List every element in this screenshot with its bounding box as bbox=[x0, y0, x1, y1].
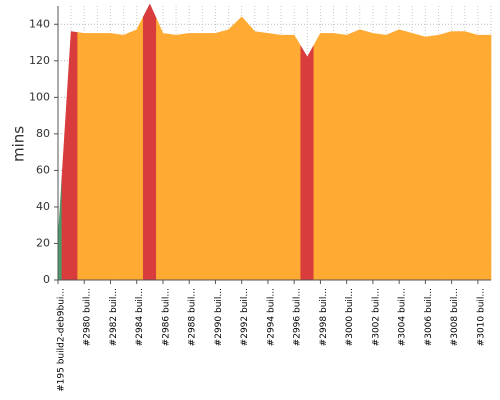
y-tick-label: 80 bbox=[36, 127, 50, 140]
build-segment-unstable[interactable] bbox=[287, 34, 302, 281]
x-tick-label[interactable]: #3006 buil... bbox=[424, 288, 434, 346]
build-segment-unstable[interactable] bbox=[116, 32, 131, 281]
build-segment-unstable[interactable] bbox=[352, 29, 367, 281]
build-segment-unstable[interactable] bbox=[90, 33, 105, 281]
x-tick-label[interactable]: #3002 buil... bbox=[371, 288, 381, 346]
build-segment-unstable[interactable] bbox=[221, 22, 236, 281]
build-segment-unstable[interactable] bbox=[339, 32, 354, 281]
y-tick-label: 140 bbox=[29, 17, 50, 30]
build-segment-unstable[interactable] bbox=[392, 29, 407, 281]
y-tick-label: 0 bbox=[43, 273, 50, 286]
build-segment-unstable[interactable] bbox=[313, 33, 328, 281]
build-segment-unstable[interactable] bbox=[195, 33, 210, 281]
x-ticks: #195 build2-deb9bui... #2980 buil... #2982… bbox=[57, 280, 486, 392]
x-tick-label[interactable]: #2992 buil... bbox=[240, 288, 250, 346]
x-tick-label[interactable]: #3010 buil... bbox=[476, 288, 486, 346]
x-tick-label[interactable]: #3008 buil... bbox=[450, 288, 460, 346]
x-tick-label[interactable]: #2984 buil... bbox=[135, 288, 145, 346]
build-segment-failure[interactable] bbox=[61, 31, 78, 281]
build-segment-unstable[interactable] bbox=[182, 33, 197, 281]
build-segment-unstable[interactable] bbox=[129, 16, 144, 281]
build-segment-unstable[interactable] bbox=[208, 31, 223, 281]
x-tick-label[interactable]: #2986 buil... bbox=[161, 288, 171, 346]
x-tick-label[interactable]: #3000 buil... bbox=[345, 288, 355, 346]
build-segment-failure[interactable] bbox=[300, 45, 315, 281]
build-segment-unstable[interactable] bbox=[274, 33, 288, 281]
build-segment-unstable[interactable] bbox=[234, 16, 249, 281]
build-segment-unstable[interactable] bbox=[379, 32, 393, 281]
build-segment-unstable[interactable] bbox=[156, 18, 170, 281]
build-segment-unstable[interactable] bbox=[169, 33, 183, 281]
x-tick-label[interactable]: #2990 buil... bbox=[214, 288, 224, 346]
x-tick-label[interactable]: #195 build2-deb9bui... bbox=[57, 288, 67, 392]
build-segment-unstable[interactable] bbox=[431, 33, 446, 281]
y-tick-label: 60 bbox=[36, 163, 50, 176]
axes bbox=[57, 6, 491, 281]
build-segment-unstable[interactable] bbox=[247, 23, 262, 281]
y-tick-label: 120 bbox=[29, 54, 50, 67]
y-tick-label: 40 bbox=[36, 200, 50, 213]
x-tick-label[interactable]: #2980 buil... bbox=[83, 288, 93, 346]
build-segment-unstable[interactable] bbox=[366, 31, 380, 281]
duration-area bbox=[57, 3, 492, 281]
x-tick-label[interactable]: #2994 buil... bbox=[266, 288, 276, 346]
build-segment-unstable[interactable] bbox=[418, 34, 433, 281]
build-segment-unstable[interactable] bbox=[77, 32, 92, 281]
x-tick-label[interactable]: #2988 buil... bbox=[188, 288, 198, 346]
build-segment-success[interactable] bbox=[57, 177, 63, 281]
y-ticks: 0 20 40 60 80 100 120 140 bbox=[29, 17, 58, 286]
x-tick-label[interactable]: #2998 buil... bbox=[319, 288, 329, 346]
build-segment-unstable[interactable] bbox=[471, 33, 485, 281]
build-segment-unstable[interactable] bbox=[405, 31, 420, 281]
y-tick-label: 20 bbox=[36, 236, 50, 249]
build-segment-unstable[interactable] bbox=[444, 31, 459, 281]
build-segment-unstable[interactable] bbox=[103, 33, 118, 281]
build-segment-failure[interactable] bbox=[142, 3, 157, 281]
x-tick-label[interactable]: #2982 buil... bbox=[109, 288, 119, 346]
build-segment-unstable[interactable] bbox=[457, 31, 472, 281]
build-segment-unstable[interactable] bbox=[326, 33, 341, 281]
x-tick-label[interactable]: #2996 buil... bbox=[293, 288, 303, 346]
y-tick-label: 100 bbox=[29, 90, 50, 103]
y-axis-title: mins bbox=[10, 126, 28, 162]
build-segment-unstable[interactable] bbox=[484, 34, 492, 281]
build-segment-unstable[interactable] bbox=[261, 32, 275, 281]
x-tick-label[interactable]: #3004 buil... bbox=[398, 288, 408, 346]
